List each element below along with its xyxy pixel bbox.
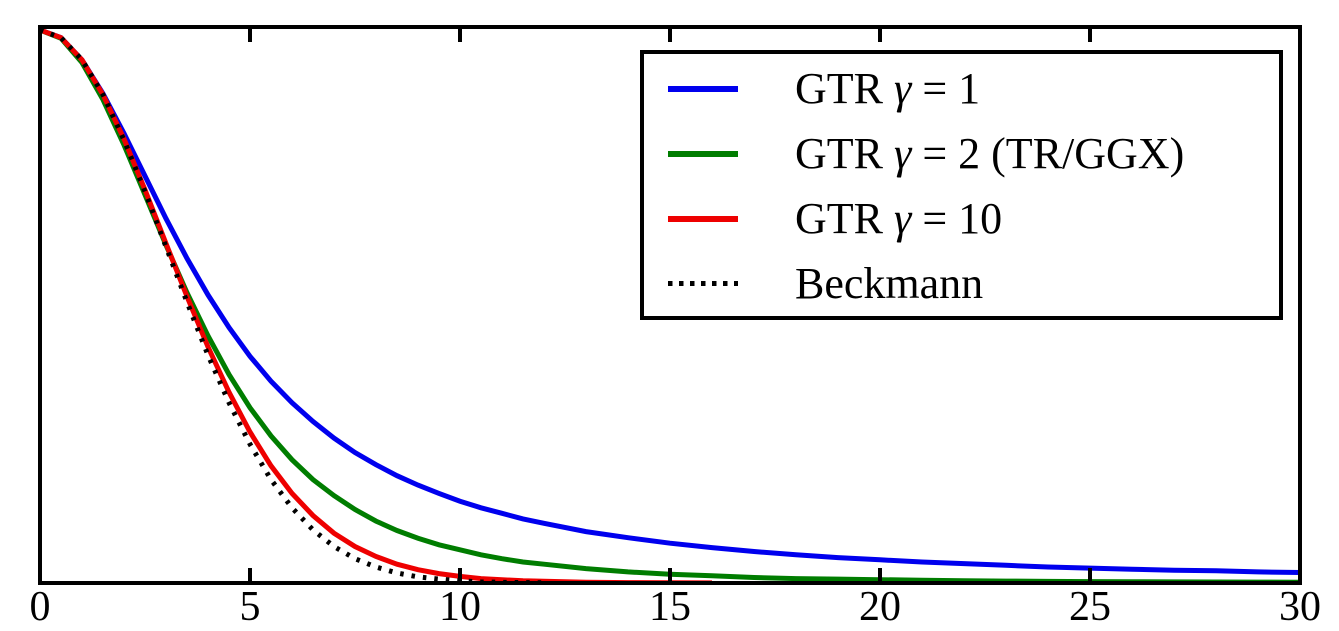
curve-series-2 bbox=[42, 29, 713, 581]
legend-line-swatch-red bbox=[668, 215, 738, 222]
x-tick-label: 15 bbox=[649, 584, 691, 630]
legend-item-gtr-gamma-2: GTR γ = 2 (TR/GGX) bbox=[644, 121, 1279, 186]
legend-label: GTR γ = 1 bbox=[795, 63, 981, 113]
x-tick bbox=[248, 568, 252, 581]
legend-line-swatch-blue bbox=[668, 85, 738, 92]
legend-item-beckmann: Beckmann bbox=[644, 251, 1279, 316]
x-tick bbox=[878, 568, 882, 581]
legend-box: GTR γ = 1 GTR γ = 2 (TR/GGX) GTR γ = 10 … bbox=[640, 50, 1283, 320]
x-tick bbox=[458, 29, 462, 42]
x-tick bbox=[1088, 568, 1092, 581]
x-tick bbox=[458, 568, 462, 581]
legend-label: Beckmann bbox=[795, 258, 984, 308]
x-tick-label: 5 bbox=[239, 584, 261, 630]
legend-item-gtr-gamma-1: GTR γ = 1 bbox=[644, 56, 1279, 121]
legend-line-swatch-green bbox=[668, 150, 738, 157]
x-tick bbox=[668, 568, 672, 581]
x-tick bbox=[668, 29, 672, 42]
x-tick-label: 30 bbox=[1279, 584, 1321, 630]
curve-series-0 bbox=[42, 29, 1300, 575]
x-tick bbox=[878, 29, 882, 42]
legend-item-gtr-gamma-10: GTR γ = 10 bbox=[644, 186, 1279, 251]
x-tick-label: 20 bbox=[859, 584, 901, 630]
legend-line-swatch-dotted bbox=[668, 281, 738, 286]
axes-frame bbox=[38, 25, 1302, 585]
x-tick-label: 0 bbox=[29, 584, 51, 630]
x-tick bbox=[1088, 29, 1092, 42]
legend-label: GTR γ = 10 bbox=[795, 193, 1003, 243]
x-tick bbox=[248, 29, 252, 42]
legend-label: GTR γ = 2 (TR/GGX) bbox=[795, 128, 1185, 178]
x-tick-label: 25 bbox=[1069, 584, 1111, 630]
x-tick-label: 10 bbox=[439, 584, 481, 630]
